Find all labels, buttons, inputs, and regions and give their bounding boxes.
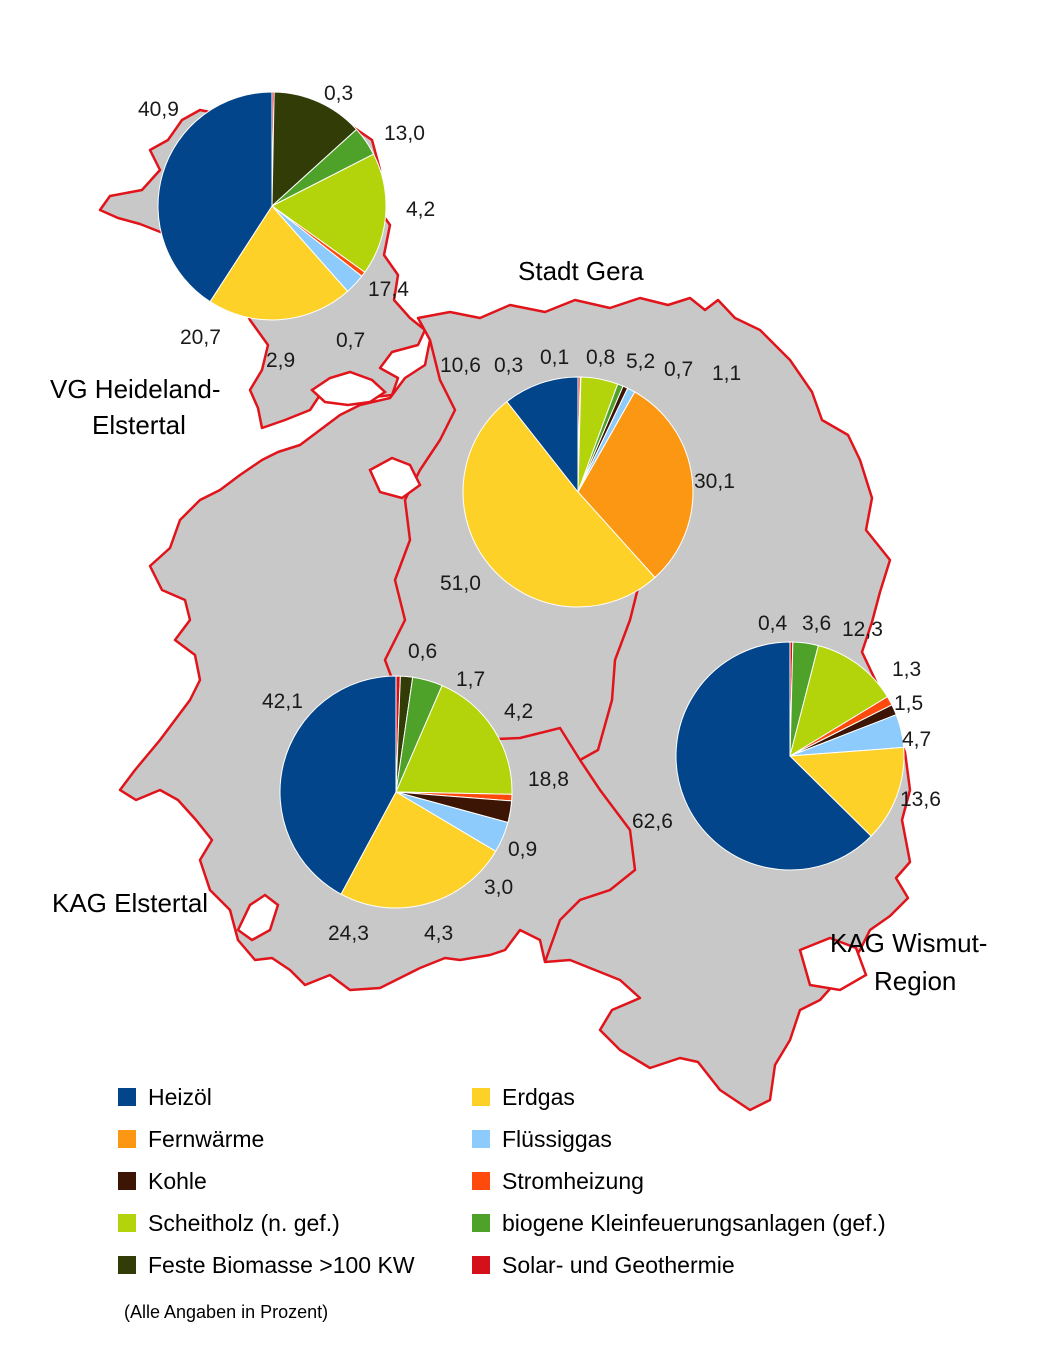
- value-label: 17,4: [368, 278, 409, 301]
- value-label: 4,7: [902, 728, 931, 751]
- value-label: 30,1: [694, 470, 735, 493]
- map-border-east: [579, 579, 642, 762]
- value-label: 0,7: [336, 329, 365, 352]
- legend-swatch: [118, 1088, 136, 1106]
- pie-slice: [271, 91, 358, 208]
- legend-swatch: [118, 1214, 136, 1232]
- value-label: 40,9: [138, 98, 179, 121]
- value-label: 62,6: [632, 810, 673, 833]
- legend-swatch: [118, 1256, 136, 1274]
- value-label: 4,2: [504, 700, 533, 723]
- value-label: 0,3: [324, 82, 353, 105]
- value-label: 3,6: [802, 612, 831, 635]
- value-label: 0,1: [540, 346, 569, 369]
- region-label-gera: Stadt Gera: [518, 256, 644, 286]
- value-label: 1,5: [894, 692, 923, 715]
- pie-slice: [506, 376, 579, 494]
- pie-slice: [395, 684, 513, 795]
- legend-swatch: [472, 1256, 490, 1274]
- legend-label: Feste Biomasse >100 KW: [148, 1252, 415, 1278]
- value-label: 42,1: [262, 690, 303, 713]
- pie-slice: [279, 675, 397, 895]
- value-label: 24,3: [328, 922, 369, 945]
- legend: Heizöl Erdgas Fernwärme Flüssiggas Kohle Stro…: [118, 1084, 886, 1278]
- pie-chart-heideland: [157, 91, 387, 321]
- value-label: 0,9: [508, 838, 537, 861]
- legend-swatch: [118, 1172, 136, 1190]
- legend-label: Fernwärme: [148, 1126, 264, 1152]
- legend-label: Solar- und Geothermie: [502, 1252, 735, 1278]
- value-label: 1,1: [712, 362, 741, 385]
- map-hole-4: [798, 936, 868, 992]
- legend-swatch: [118, 1130, 136, 1148]
- pie-chart-gera: [462, 376, 694, 608]
- map-hole-2: [368, 456, 422, 500]
- pie-slice: [209, 205, 349, 321]
- value-label: 0,6: [408, 640, 437, 663]
- legend-note: (Alle Angaben in Prozent): [124, 1302, 328, 1322]
- value-label: 20,7: [180, 326, 221, 349]
- legend-label: Erdgas: [502, 1084, 575, 1110]
- legend-swatch: [472, 1214, 490, 1232]
- legend-label: Scheitholz (n. gef.): [148, 1210, 340, 1236]
- legend-label: Kohle: [148, 1168, 207, 1194]
- pie-value-labels: 0,3 13,0 4,2 17,4 0,7 2,9 20,7 40,9 0,3 …: [138, 82, 941, 945]
- region-label-wismut-2: Region: [874, 966, 956, 996]
- value-label: 0,3: [494, 354, 523, 377]
- value-label: 1,3: [892, 658, 921, 681]
- pie-slice: [789, 644, 889, 758]
- value-label: 4,3: [424, 922, 453, 945]
- region-label-elstertal: KAG Elstertal: [52, 888, 208, 918]
- legend-swatch: [472, 1130, 490, 1148]
- legend-swatch: [472, 1172, 490, 1190]
- value-label: 2,9: [266, 349, 295, 372]
- pie-chart-elstertal: [279, 675, 513, 909]
- value-label: 18,8: [528, 768, 569, 791]
- map-region-gera-elstertal: [118, 296, 912, 1112]
- value-label: 13,6: [900, 788, 941, 811]
- value-label: 13,0: [384, 122, 425, 145]
- legend-label: Stromheizung: [502, 1168, 644, 1194]
- value-label: 3,0: [484, 876, 513, 899]
- pie-slice: [577, 391, 694, 579]
- pie-slice: [675, 641, 872, 871]
- pie-slice: [788, 746, 905, 837]
- region-label-wismut-1: KAG Wismut-: [830, 928, 987, 958]
- map-hole-3: [236, 893, 280, 942]
- value-label: 10,6: [440, 354, 481, 377]
- legend-label: Flüssiggas: [502, 1126, 612, 1152]
- legend-swatch: [472, 1088, 490, 1106]
- pie-slice: [462, 400, 656, 608]
- legend-label: biogene Kleinfeuerungsanlagen (gef.): [502, 1210, 886, 1236]
- legend-label: Heizöl: [148, 1084, 212, 1110]
- region-label-heideland-2: Elstertal: [92, 410, 186, 440]
- pie-chart-wismut: [675, 641, 905, 871]
- value-label: 4,2: [406, 198, 435, 221]
- value-label: 12,3: [842, 618, 883, 641]
- pie-slice: [271, 153, 387, 273]
- value-label: 5,2: [626, 350, 655, 373]
- value-label: 0,7: [664, 358, 693, 381]
- value-label: 0,8: [586, 346, 615, 369]
- value-label: 0,4: [758, 612, 788, 635]
- region-label-heideland-1: VG Heideland-: [50, 374, 221, 404]
- map-hole-1: [309, 370, 388, 407]
- value-label: 1,7: [456, 668, 485, 691]
- pie-slice: [157, 91, 273, 303]
- value-label: 51,0: [440, 572, 481, 595]
- pie-slice: [340, 791, 497, 909]
